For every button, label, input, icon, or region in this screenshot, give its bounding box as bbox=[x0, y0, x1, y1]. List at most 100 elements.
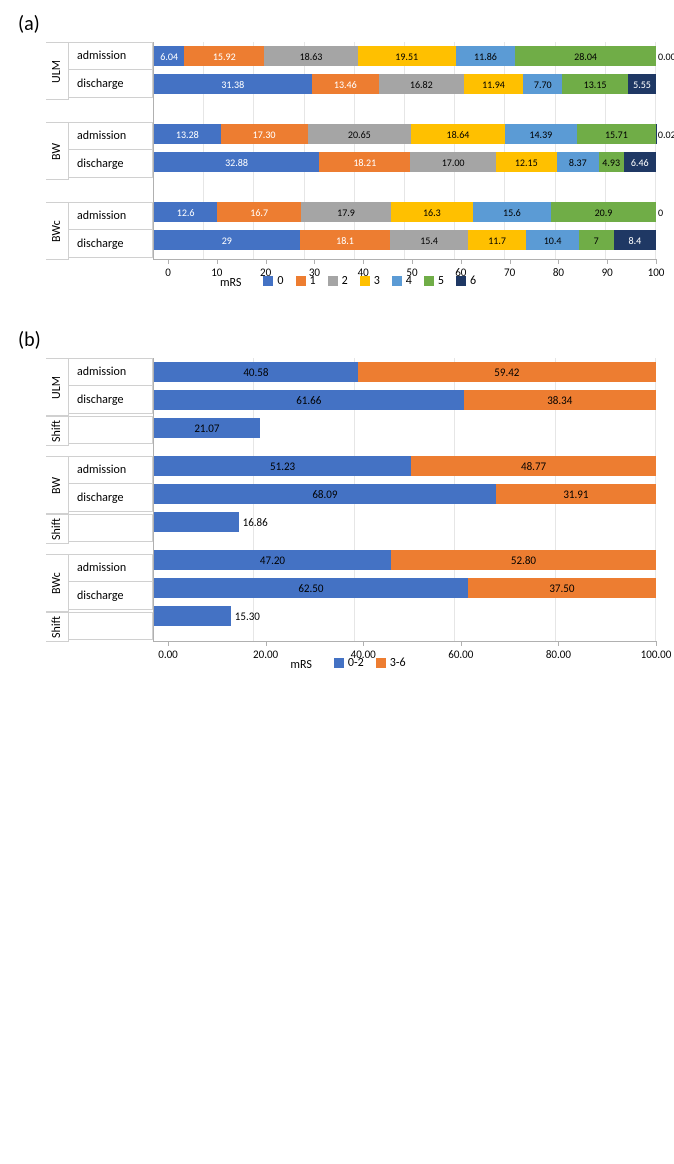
y-shift-block: Shift bbox=[46, 514, 153, 544]
legend-label: 3-6 bbox=[390, 656, 406, 670]
bar-value: 20.65 bbox=[348, 128, 371, 141]
row-label: admission bbox=[69, 122, 153, 150]
x-tick-label: 90 bbox=[602, 266, 613, 279]
legend-label: 5 bbox=[438, 274, 444, 288]
bar-value: 11.86 bbox=[474, 50, 497, 63]
bar-row: 13.2817.3020.6518.6414.3915.710.02 bbox=[154, 120, 656, 148]
row-label: discharge bbox=[69, 70, 153, 98]
tick-mark bbox=[461, 641, 462, 646]
bar-value: 15.71 bbox=[605, 128, 628, 141]
bar-segment: 61.66 bbox=[154, 390, 464, 410]
bar-segment: 12.15 bbox=[496, 152, 557, 172]
bar-value: 5.55 bbox=[633, 78, 651, 91]
x-tick-label: 40 bbox=[358, 266, 369, 279]
legend-swatch bbox=[334, 658, 344, 668]
bar-segment: 15.4 bbox=[390, 230, 467, 250]
shift-row-labels bbox=[69, 612, 153, 642]
bar-segment: 16.82 bbox=[379, 74, 463, 94]
row-label: admission bbox=[69, 42, 153, 70]
group-label: ULM bbox=[46, 42, 69, 100]
tick-mark bbox=[656, 641, 657, 646]
panel-b-label: (b) bbox=[18, 328, 656, 352]
shift-group-label: Shift bbox=[46, 612, 69, 642]
bar-value: 13.28 bbox=[176, 128, 199, 141]
bar-segment: 17.00 bbox=[410, 152, 495, 172]
bar-segment: 47.20 bbox=[154, 550, 391, 570]
bar-segment: 13.46 bbox=[312, 74, 380, 94]
x-tick-label: 0 bbox=[165, 266, 171, 279]
shift-bar: 21.07 bbox=[154, 418, 260, 438]
shift-bar-value: 16.86 bbox=[243, 516, 268, 529]
bar-value: 6.04 bbox=[160, 50, 178, 63]
row-label: admission bbox=[69, 456, 153, 484]
bar-value: 11.7 bbox=[488, 234, 506, 247]
bar-segment: 52.80 bbox=[391, 550, 656, 570]
bar-segment: 20.65 bbox=[308, 124, 412, 144]
x-tick-label: 20.00 bbox=[253, 648, 278, 661]
tick-mark bbox=[461, 259, 462, 264]
bar-value: 61.66 bbox=[296, 394, 321, 407]
bar-value: 15.4 bbox=[420, 234, 438, 247]
bar-segment: 18.1 bbox=[300, 230, 391, 250]
shift-bar-row: 21.07 bbox=[154, 414, 656, 442]
bar-segment: 31.38 bbox=[154, 74, 312, 94]
tick-mark bbox=[217, 259, 218, 264]
bar-row: 68.0931.91 bbox=[154, 480, 656, 508]
y-shift-block: Shift bbox=[46, 612, 153, 642]
bar-value: 13.46 bbox=[334, 78, 357, 91]
y-shift-block: Shift bbox=[46, 416, 153, 446]
x-tick-label: 100 bbox=[648, 266, 665, 279]
legend-swatch bbox=[376, 658, 386, 668]
bar-segment: 38.34 bbox=[464, 390, 656, 410]
x-tick-label: 70 bbox=[504, 266, 515, 279]
bar-segment: 18.63 bbox=[264, 46, 358, 66]
bar-value: 37.50 bbox=[549, 582, 574, 595]
bar-row: 61.66 38.34 bbox=[154, 386, 656, 414]
legend-swatch bbox=[296, 276, 306, 286]
group-gap bbox=[46, 180, 153, 202]
row-label: discharge bbox=[69, 230, 153, 258]
bar-value: 18.1 bbox=[336, 234, 354, 247]
bar-value: 40.58 bbox=[243, 366, 268, 379]
row-labels: admissiondischarge bbox=[69, 554, 153, 612]
y-group: BWadmissiondischarge bbox=[46, 122, 153, 180]
tick-mark bbox=[363, 641, 364, 646]
bar-value: 0 bbox=[658, 206, 663, 219]
legend-swatch bbox=[424, 276, 434, 286]
row-label: admission bbox=[69, 554, 153, 582]
x-tick-label: 10 bbox=[211, 266, 222, 279]
x-tick-label: 0.00 bbox=[158, 648, 178, 661]
bar-row: 12.616.717.916.315.620.90 bbox=[154, 198, 656, 226]
y-group: BWcadmissiondischarge bbox=[46, 554, 153, 612]
x-tick-label: 60.00 bbox=[448, 648, 473, 661]
y-group: BWcadmissiondischarge bbox=[46, 202, 153, 260]
bar-segment: 5.55 bbox=[628, 74, 656, 94]
y-group: BWadmissiondischarge bbox=[46, 456, 153, 514]
x-tick-label: 80.00 bbox=[546, 648, 571, 661]
tick-mark bbox=[314, 259, 315, 264]
group-gap bbox=[154, 442, 656, 452]
row-label: discharge bbox=[69, 386, 153, 414]
bar-row: 40.58 59.42 bbox=[154, 358, 656, 386]
page: (a) ULMadmissiondischargeBWadmissiondisc… bbox=[0, 0, 674, 690]
chart-a: ULMadmissiondischargeBWadmissiondischarg… bbox=[46, 42, 656, 290]
bar-value: 18.21 bbox=[353, 156, 376, 169]
bar-value: 17.9 bbox=[337, 206, 355, 219]
bar-segment: 32.88 bbox=[154, 152, 319, 172]
row-label: discharge bbox=[69, 484, 153, 512]
panel-a-label: (a) bbox=[18, 12, 656, 36]
group-gap bbox=[154, 98, 656, 120]
bar-value: 6.46 bbox=[631, 156, 649, 169]
bar-segment: 20.9 bbox=[551, 202, 656, 222]
legend-item: 3-6 bbox=[376, 656, 406, 670]
bar-segment: 48.77 bbox=[411, 456, 656, 476]
shift-row-label bbox=[69, 416, 153, 444]
bar-segment: 7.70 bbox=[523, 74, 562, 94]
bar-value: 59.42 bbox=[494, 366, 519, 379]
bar-value: 19.51 bbox=[395, 50, 418, 63]
bar-segment: 16.3 bbox=[391, 202, 473, 222]
group-label: ULM bbox=[46, 358, 69, 416]
bar-segment: 11.86 bbox=[456, 46, 516, 66]
bar-segment: 16.7 bbox=[217, 202, 301, 222]
legend-item: 5 bbox=[424, 274, 444, 288]
